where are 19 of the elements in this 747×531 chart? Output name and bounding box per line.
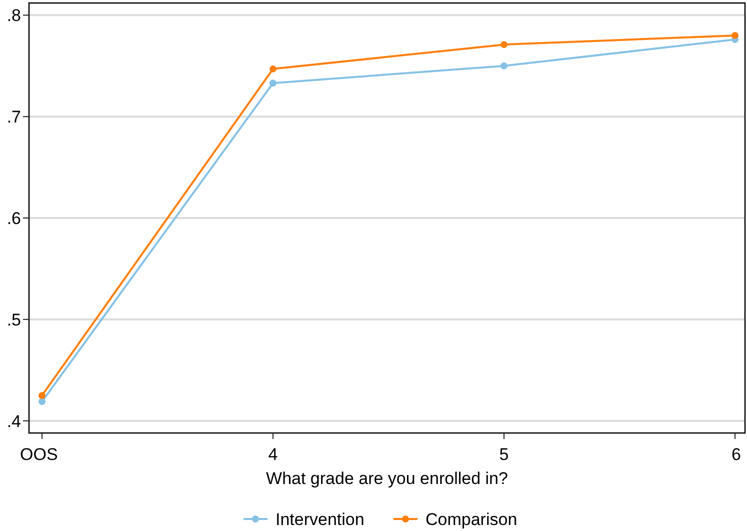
point: [270, 80, 276, 87]
legend-label: Intervention: [276, 510, 364, 529]
x-axis-title: What grade are you enrolled in?: [266, 469, 508, 488]
point: [500, 41, 508, 48]
point: [270, 65, 276, 72]
x-tick-label: 5: [499, 445, 509, 464]
y-tick-label: .4: [6, 412, 21, 431]
point: [732, 32, 738, 39]
point: [500, 62, 508, 70]
legend-label: Comparison: [426, 510, 518, 529]
y-tick-label: .5: [6, 310, 21, 330]
point: [38, 392, 46, 399]
x-tick-label: 6: [732, 445, 741, 464]
x-tick-label: 4: [268, 445, 278, 464]
x-tick-label: OOS: [20, 445, 58, 464]
point: [38, 398, 46, 406]
y-tick-label: .7: [6, 108, 21, 127]
y-tick-label: .6: [6, 208, 21, 228]
y-tick-label: .8: [6, 6, 21, 26]
